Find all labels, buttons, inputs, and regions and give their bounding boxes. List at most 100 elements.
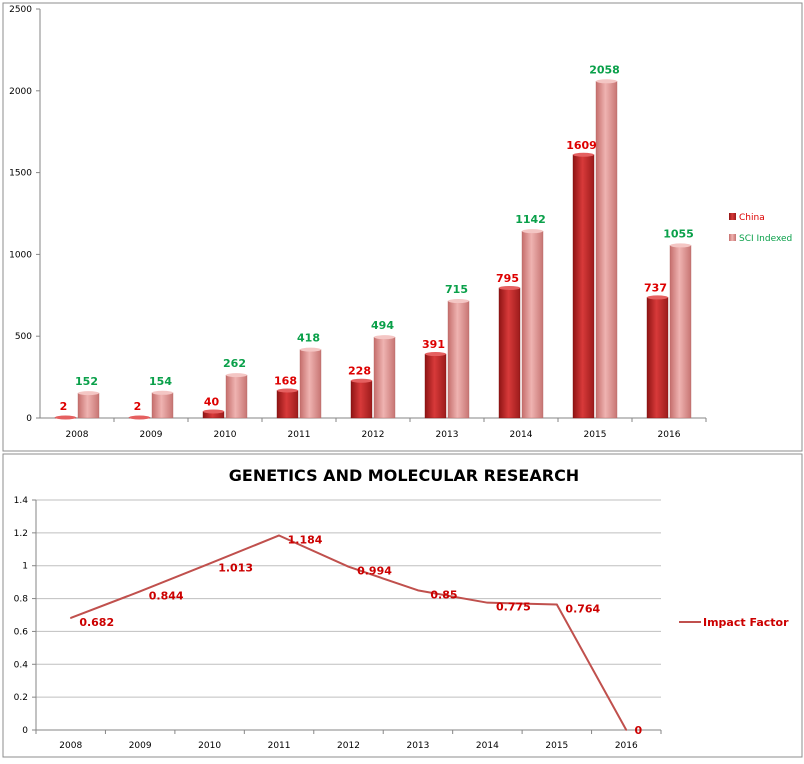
bar-sci-cap-2014 — [522, 229, 543, 234]
bar-label-sci-2008: 152 — [75, 375, 98, 388]
bar-sci-2014 — [521, 230, 544, 419]
bar-y-tick-label: 500 — [15, 332, 32, 342]
bar-sci-2015 — [595, 81, 618, 419]
line-point-2016 — [625, 729, 628, 731]
bar-china-cap-2016 — [647, 295, 668, 300]
bar-sci-2016 — [669, 245, 692, 419]
bar-label-sci-2013: 715 — [445, 283, 468, 296]
bar-sci-2008 — [77, 392, 100, 419]
bar-china-cap-2010 — [203, 409, 224, 414]
bar-china-2015 — [572, 154, 595, 419]
line-y-tick-label: 1 — [22, 562, 28, 572]
bar-y-tick-label: 2000 — [9, 87, 32, 97]
bar-china-cap-2012 — [351, 378, 372, 383]
line-point-2015 — [556, 603, 558, 606]
bar-marks — [54, 79, 692, 420]
line-x-tick-label: 2015 — [545, 741, 568, 751]
bar-sci-cap-2008 — [78, 391, 99, 396]
bar-label-china-2014: 795 — [496, 272, 519, 285]
line-data-labels: 0.682 0.844 1.013 1.184 0.994 0.85 0.775 0.764 0 — [79, 533, 642, 737]
bar-x-tick-label: 2013 — [436, 430, 459, 440]
bar-label-china-2008: 2 — [60, 400, 68, 413]
bar-label-sci-2014: 1142 — [515, 213, 546, 226]
line-label-2012: 0.994 — [357, 565, 392, 578]
bar-y-tick-label: 0 — [26, 414, 32, 424]
bar-china-cap-2008 — [55, 415, 76, 420]
line-point-2014 — [486, 601, 489, 604]
line-label-2010: 1.013 — [218, 562, 253, 575]
bar-x-axis: 2008 2009 2010 2011 2012 2013 2014 2015 2016 — [40, 417, 707, 440]
bar-y-tick-label: 1000 — [9, 250, 32, 260]
line-chart-title: GENETICS AND MOLECULAR RESEARCH — [229, 466, 579, 485]
legend-label-impact: Impact Factor — [703, 616, 789, 629]
line-legend: Impact Factor — [679, 616, 789, 629]
bar-china-cap-2011 — [277, 388, 298, 393]
line-label-2011: 1.184 — [288, 533, 323, 546]
bar-y-tick-label: 1500 — [9, 169, 32, 179]
line-point-2012 — [347, 565, 350, 568]
bar-data-labels: 2 152 2 154 40 262 168 418 228 494 391 715 795 1142 16… — [60, 63, 694, 413]
line-x-tick-label: 2011 — [268, 741, 291, 751]
line-label-2009: 0.844 — [149, 589, 184, 602]
bar-label-china-2012: 228 — [348, 365, 371, 378]
line-x-tick-label: 2013 — [406, 741, 429, 751]
legend-label-china: China — [739, 213, 765, 223]
bar-x-tick-label: 2014 — [510, 430, 533, 440]
line-y-tick-label: 0 — [22, 726, 28, 736]
bar-label-sci-2012: 494 — [371, 319, 394, 332]
line-y-tick-label: 1.4 — [14, 496, 29, 506]
bar-china-cap-2009 — [129, 415, 150, 420]
line-chart-frame — [2, 453, 803, 758]
bar-label-china-2015: 1609 — [566, 139, 597, 152]
bar-sci-cap-2013 — [448, 299, 469, 304]
bar-x-tick-label: 2012 — [362, 430, 385, 440]
bar-legend: China SCI Indexed — [729, 213, 792, 244]
bar-x-tick-label: 2008 — [66, 430, 89, 440]
bar-y-axis: 0 500 1000 1500 2000 2500 — [9, 5, 41, 424]
line-y-tick-label: 0.4 — [14, 660, 29, 670]
legend-swatch-sci — [729, 234, 736, 241]
bar-x-tick-label: 2010 — [214, 430, 237, 440]
bar-label-sci-2009: 154 — [149, 375, 172, 388]
line-x-axis: 2008 2009 2010 2011 2012 2013 2014 2015 2016 — [35, 730, 662, 751]
line-label-2015: 0.764 — [565, 602, 600, 615]
bar-sci-2012 — [373, 336, 396, 419]
bar-china-2011 — [276, 390, 299, 419]
line-x-tick-label: 2014 — [476, 741, 499, 751]
line-label-2014: 0.775 — [496, 601, 531, 614]
bar-sci-cap-2012 — [374, 335, 395, 340]
bar-label-china-2009: 2 — [134, 400, 142, 413]
bar-label-china-2013: 391 — [422, 338, 445, 351]
line-x-tick-label: 2008 — [59, 741, 82, 751]
line-point-2008 — [69, 617, 72, 619]
bar-label-sci-2010: 262 — [223, 357, 246, 370]
line-point-2010 — [208, 562, 211, 565]
bar-china-2014 — [498, 287, 521, 419]
bar-china-2013 — [424, 353, 447, 419]
bar-label-china-2010: 40 — [204, 395, 220, 408]
line-y-tick-label: 0.2 — [14, 693, 28, 703]
line-x-tick-label: 2009 — [129, 741, 152, 751]
bar-x-tick-label: 2016 — [658, 430, 681, 440]
bar-china-2016 — [646, 297, 669, 419]
bar-chart-frame — [2, 2, 803, 452]
line-point-2013 — [417, 589, 419, 592]
bar-x-tick-label: 2011 — [288, 430, 311, 440]
line-point-2011 — [278, 534, 280, 537]
line-label-2013: 0.85 — [430, 588, 457, 601]
bar-label-china-2011: 168 — [274, 375, 297, 388]
bar-china-cap-2014 — [499, 285, 520, 290]
bar-y-tick-label: 2500 — [9, 5, 32, 15]
line-label-2016: 0 — [634, 724, 642, 737]
bar-sci-cap-2016 — [670, 243, 691, 248]
line-x-tick-label: 2012 — [337, 741, 360, 751]
line-marks — [69, 534, 628, 731]
bar-label-sci-2015: 2058 — [589, 63, 620, 76]
line-x-tick-label: 2010 — [198, 741, 221, 751]
bar-sci-cap-2010 — [226, 373, 247, 378]
bar-china-cap-2015 — [573, 152, 594, 157]
bar-sci-2010 — [225, 374, 248, 419]
line-y-tick-label: 0.8 — [14, 595, 29, 605]
